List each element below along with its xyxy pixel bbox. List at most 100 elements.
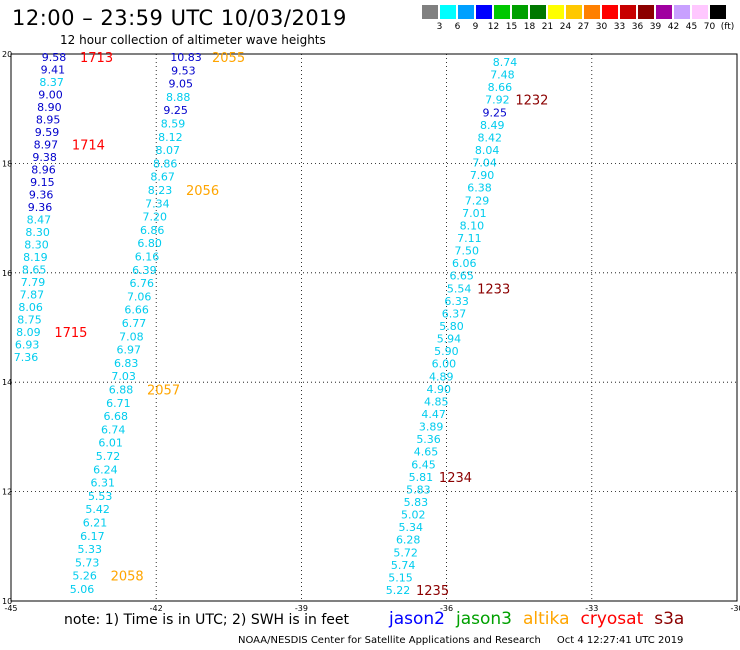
longitude-tick-label: -30 [730, 604, 740, 613]
wave-height-label: 9.53 [171, 64, 196, 77]
wave-height-label: 8.86 [153, 157, 178, 170]
wave-height-label: 5.90 [434, 345, 459, 358]
wave-height-label: 7.29 [465, 194, 490, 207]
wave-height-label: 9.58 [42, 51, 67, 64]
wave-height-label: 9.15 [30, 176, 55, 189]
pass-time-label: 1234 [439, 471, 472, 486]
wave-height-label: 8.30 [25, 226, 50, 239]
wave-height-label: 8.90 [37, 101, 62, 114]
map-subtitle: 12 hour collection of altimeter wave hei… [60, 33, 326, 47]
wave-height-label: 9.25 [163, 104, 188, 117]
wave-height-label: 5.83 [404, 496, 429, 509]
wave-height-label: 9.36 [28, 201, 53, 214]
pass-time-label: 1233 [477, 282, 510, 297]
credit-line: NOAA/NESDIS Center for Satellite Applica… [238, 635, 683, 646]
satellite-jason3-label: jason3 [456, 609, 512, 629]
wave-height-label: 5.94 [437, 333, 462, 346]
legend-label: 12 [487, 22, 500, 32]
wave-height-label: 8.67 [150, 171, 175, 184]
wave-height-label: 5.73 [75, 556, 100, 569]
legend-label: 21 [541, 22, 554, 32]
wave-height-label: 6.65 [449, 270, 474, 283]
legend-label: 27 [577, 22, 590, 32]
wave-height-label: 4.89 [429, 370, 454, 383]
wave-height-label: 7.36 [14, 351, 39, 364]
wave-height-label: 8.88 [166, 91, 191, 104]
wave-height-label: 5.72 [393, 546, 418, 559]
wave-height-label: 6.17 [80, 530, 105, 543]
legend-label: 39 [649, 22, 662, 32]
wave-height-label: 5.74 [391, 559, 416, 572]
wave-height-label: 7.79 [21, 276, 46, 289]
wave-height-label: 5.22 [386, 584, 411, 597]
latitude-tick-label: 18 [2, 159, 12, 168]
wave-height-label: 5.80 [439, 320, 464, 333]
wave-height-label: 6.80 [137, 237, 162, 250]
pass-time-label: 1232 [515, 94, 548, 109]
latitude-tick-label: 16 [2, 269, 12, 278]
wave-height-label: 5.15 [388, 571, 413, 584]
wave-height-label: 5.72 [96, 450, 121, 463]
longitude-tick-label: -33 [585, 604, 598, 613]
wave-height-label: 5.34 [398, 521, 423, 534]
satellite-cryosat-label: cryosat [580, 609, 644, 629]
pass-time-label: 2057 [147, 384, 180, 399]
wave-height-label: 5.33 [78, 543, 103, 556]
satellite-key: jason2 jason3 altika cryosat s3a [389, 609, 695, 629]
legend-swatch [710, 5, 727, 19]
legend-label: 9 [472, 22, 479, 32]
longitude-tick-label: -36 [440, 604, 453, 613]
wave-height-label: 9.25 [483, 106, 508, 119]
wave-height-label: 8.09 [16, 326, 41, 339]
legend-label: 36 [631, 22, 644, 32]
wave-height-label: 5.54 [447, 282, 472, 295]
wave-height-label: 8.96 [31, 164, 56, 177]
map-gridlines [11, 54, 737, 601]
wave-height-label: 7.50 [455, 245, 480, 258]
wave-height-label: 7.11 [457, 232, 482, 245]
latitude-tick-label: 10 [2, 597, 12, 606]
wave-height-label: 8.74 [493, 56, 518, 69]
wave-height-label: 6.71 [106, 397, 131, 410]
observation-labels: 9.589.418.379.008.908.959.598.979.388.96… [14, 51, 549, 599]
pass-time-label: 2058 [111, 570, 144, 585]
wave-height-label: 7.06 [127, 290, 152, 303]
wave-height-label: 6.88 [109, 384, 134, 397]
wave-height-label: 7.92 [485, 94, 510, 107]
legend-label: 33 [613, 22, 626, 32]
wave-height-label: 6.83 [114, 357, 139, 370]
wave-height-label: 8.37 [39, 76, 64, 89]
legend-swatch [512, 5, 529, 19]
satellite-altika-label: altika [523, 609, 570, 629]
wave-height-label: 6.01 [98, 437, 123, 450]
map-title: 12:00 – 23:59 UTC 10/03/2019 [12, 6, 347, 30]
wave-height-label: 8.59 [161, 118, 186, 131]
legend-swatch [638, 5, 655, 19]
wave-height-label: 6.93 [15, 339, 40, 352]
wave-height-label: 5.36 [416, 433, 441, 446]
wave-height-label: 9.05 [169, 78, 194, 91]
wave-height-label: 4.90 [427, 383, 452, 396]
wave-height-label: 7.03 [111, 370, 136, 383]
wave-height-label: 5.02 [401, 509, 426, 522]
wave-height-label: 8.19 [23, 251, 48, 264]
wave-height-label: 7.34 [145, 197, 170, 210]
legend-label: (ft) [720, 22, 735, 32]
wave-height-label: 7.08 [119, 330, 144, 343]
pass-time-label: 1235 [416, 584, 449, 599]
legend-swatch [584, 5, 601, 19]
track-altika: 10.839.539.058.889.258.598.128.078.868.6… [70, 51, 245, 596]
map-border [10, 53, 738, 602]
legend-swatch [566, 5, 583, 19]
legend-swatch [440, 5, 457, 19]
legend-label: 18 [523, 22, 536, 32]
wave-height-label: 9.00 [38, 89, 63, 102]
wave-height-label: 8.12 [158, 131, 183, 144]
legend-label: 45 [685, 22, 698, 32]
legend-label: 3 [436, 22, 443, 32]
wave-height-label: 8.07 [156, 144, 181, 157]
pass-time-label: 1713 [80, 51, 113, 66]
wave-height-label: 7.04 [472, 157, 497, 170]
legend-swatch [476, 5, 493, 19]
